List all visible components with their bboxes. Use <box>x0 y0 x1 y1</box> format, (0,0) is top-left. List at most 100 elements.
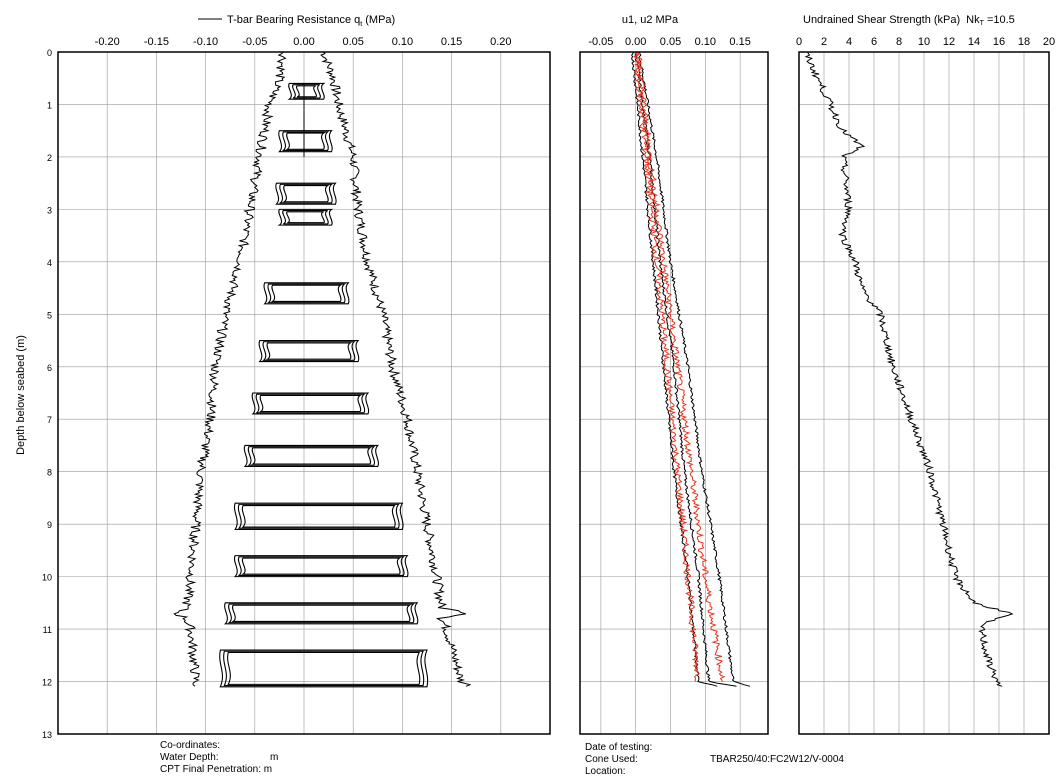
cycle-trace <box>267 283 346 304</box>
y-axis-title: Depth below seabed (m) <box>15 335 27 455</box>
pore-pressure-grid <box>580 52 768 734</box>
cycle-trace <box>227 603 415 624</box>
cycle-trace <box>233 555 409 578</box>
x-tick-label: 0.05 <box>660 36 681 48</box>
cycle-loop <box>287 82 326 100</box>
cycle-trace <box>282 210 329 225</box>
x-tick-label: 0.10 <box>695 36 716 48</box>
cycle-trace <box>223 650 425 687</box>
y-tick-label: 6 <box>47 363 52 373</box>
cycle-trace <box>262 341 356 361</box>
x-tick-label: 6 <box>871 36 877 48</box>
y-tick-label: 11 <box>43 625 52 635</box>
y-tick-label: 4 <box>47 258 52 268</box>
y-tick-label: 8 <box>47 468 52 478</box>
footer-test-info: Date of testing: Cone Used: TBAR250/40:FC… <box>585 742 844 778</box>
cycle-trace <box>292 84 321 99</box>
tbar-data <box>173 51 472 688</box>
x-tick-label: 20 <box>1043 36 1055 48</box>
shear-strength-series-0 <box>804 51 1014 687</box>
cycle-trace <box>231 604 412 622</box>
x-tick-label: -0.20 <box>95 36 120 48</box>
y-tick-label: 2 <box>47 153 52 163</box>
x-tick-label: 4 <box>846 36 852 48</box>
cycle-trace <box>265 342 353 360</box>
cone-value: TBAR250/40:FC2W12/V-0004 <box>710 754 844 765</box>
pore-pressure-panel: u1, u2 MPa -0.05 0.00 0.05 0.10 0.15 <box>579 14 769 735</box>
x-tick-label: 18 <box>1018 36 1030 48</box>
pore-pressure-series-0 <box>634 51 737 687</box>
cycle-trace <box>241 505 396 528</box>
tbar-plot-frame <box>57 51 551 735</box>
x-tick-label: 0.20 <box>490 36 511 48</box>
pore-pressure-series-1 <box>638 51 751 687</box>
location-label: Location: <box>585 766 626 777</box>
penetration-unit: m <box>263 764 273 775</box>
x-tick-label: 0.10 <box>392 36 413 48</box>
cycle-trace <box>255 393 366 414</box>
shear-strength-x-tick-labels: 0 2 4 6 8 10 12 14 16 18 20 <box>796 36 1055 48</box>
water-depth-row: Water Depth: m <box>160 752 278 764</box>
x-tick-label: 14 <box>968 36 980 48</box>
shear-strength-plot-frame <box>798 51 1050 735</box>
cycle-loop <box>277 208 334 226</box>
cycle-trace <box>286 211 325 224</box>
cycle-loop <box>263 282 350 305</box>
x-tick-label: 0.00 <box>625 36 646 48</box>
x-tick-label: 12 <box>943 36 955 48</box>
cycle-loop <box>258 339 360 363</box>
pore-pressure-series-2 <box>631 51 718 687</box>
y-tick-label: 10 <box>42 573 52 583</box>
x-tick-label: 0.05 <box>342 36 363 48</box>
cycle-trace <box>295 85 317 98</box>
cycle-trace <box>278 130 333 153</box>
cycle-trace <box>219 649 429 688</box>
shear-strength-grid <box>798 52 1050 734</box>
penetration-label: CPT Final Penetration: <box>160 764 261 775</box>
x-tick-label: -0.10 <box>193 36 218 48</box>
date-label: Date of testing: <box>585 742 653 753</box>
y-tick-label: 3 <box>47 205 52 215</box>
y-tick-label: 9 <box>47 520 52 530</box>
cycle-trace <box>224 602 419 625</box>
tbar-panel: T-bar Bearing Resistance qt (MPa) -0.20 -0… <box>42 14 551 740</box>
x-tick-label: 8 <box>896 36 902 48</box>
pore-pressure-plot-frame <box>579 51 769 735</box>
cycle-trace <box>285 132 326 150</box>
cycle-trace <box>233 502 404 530</box>
cycle-trace <box>282 185 330 203</box>
water-depth-unit: m <box>270 752 279 763</box>
shear-strength-data <box>804 51 1014 687</box>
cycle-trace <box>275 182 337 205</box>
y-tick-label: 5 <box>47 310 52 320</box>
pore-pressure-x-tick-labels: -0.05 0.00 0.05 0.10 0.15 <box>588 36 751 48</box>
x-tick-label: 16 <box>993 36 1005 48</box>
cone-label: Cone Used: <box>585 754 638 765</box>
cycle-loop <box>224 602 419 625</box>
cycle-trace <box>278 183 334 204</box>
cycle-loop <box>233 555 409 578</box>
cycle-loop <box>233 502 404 530</box>
pore-pressure-data <box>631 51 751 687</box>
cycle-trace <box>287 82 326 100</box>
cycle-trace <box>241 557 402 575</box>
x-tick-label: 10 <box>918 36 930 48</box>
cycle-loop <box>278 130 333 153</box>
tbar-x-tick-labels: -0.20 -0.15 -0.10 -0.05 0.00 0.05 0.10 0.15 0.20 <box>95 36 512 48</box>
water-depth-label: Water Depth: <box>160 752 219 763</box>
coordinates-label: Co-ordinates: <box>160 740 221 751</box>
cycle-trace <box>251 392 370 415</box>
x-tick-label: 2 <box>821 36 827 48</box>
penetration-row: CPT Final Penetration: m <box>160 764 278 776</box>
pore-pressure-series-4 <box>633 51 726 682</box>
y-tick-label: 7 <box>47 415 52 425</box>
cycle-loop <box>275 182 337 205</box>
footer-site-info: Co-ordinates: Water Depth: m CPT Final Pe… <box>160 740 278 776</box>
tbar-title: T-bar Bearing Resistance qt (MPa) <box>227 14 395 28</box>
x-tick-label: 0.15 <box>729 36 750 48</box>
envelope-min-line <box>173 51 287 687</box>
shear-strength-title: Undrained Shear Strength (kPa) NkT =10.5 <box>803 14 1015 27</box>
y-tick-label: 13 <box>42 730 52 740</box>
